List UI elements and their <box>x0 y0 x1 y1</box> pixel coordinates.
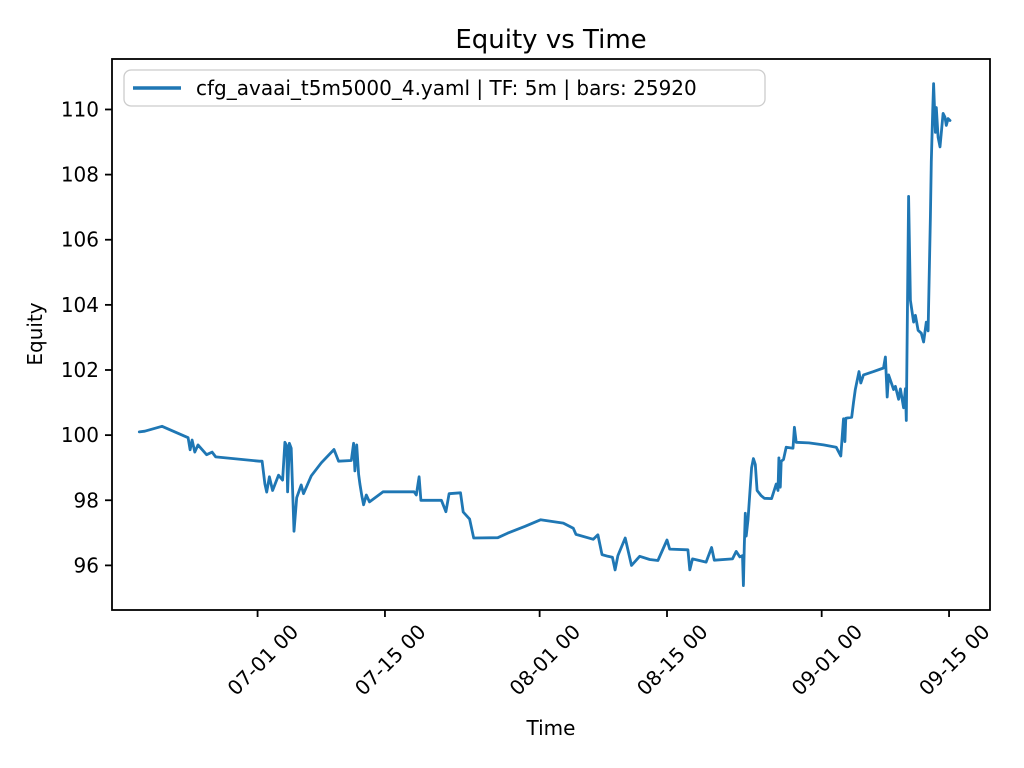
x-tick-label: 07-15 00 <box>350 620 431 701</box>
y-tick-label: 98 <box>74 488 99 512</box>
x-tick-label: 09-15 00 <box>914 620 995 701</box>
x-tick-label: 09-01 00 <box>787 620 868 701</box>
x-tick-label: 08-15 00 <box>632 620 713 701</box>
x-tick-label: 08-01 00 <box>505 620 586 701</box>
plot-area <box>111 58 991 611</box>
y-tick-label: 104 <box>61 293 99 317</box>
legend-box <box>123 69 766 107</box>
legend: cfg_avaai_t5m5000_4.yaml | TF: 5m | bars… <box>123 69 766 107</box>
y-axis-label: Equity <box>23 302 47 365</box>
y-tick-label: 106 <box>61 228 99 252</box>
y-tick-label: 96 <box>74 553 99 577</box>
x-tick-label: 07-01 00 <box>223 620 304 701</box>
legend-label: cfg_avaai_t5m5000_4.yaml | TF: 5m | bars… <box>196 76 697 100</box>
y-axis-ticks: 96 98 100 102 104 106 108 110 <box>61 97 112 577</box>
x-axis-ticks: 07-01 00 07-15 00 08-01 00 08-15 00 09-01 00… <box>223 610 995 700</box>
x-axis-label: Time <box>526 716 576 740</box>
equity-line-series <box>137 82 952 587</box>
y-tick-label: 110 <box>61 97 99 121</box>
y-tick-label: 108 <box>61 163 99 187</box>
y-tick-label: 100 <box>61 423 99 447</box>
chart-title: Equity vs Time <box>455 25 646 55</box>
y-tick-label: 102 <box>61 358 99 382</box>
